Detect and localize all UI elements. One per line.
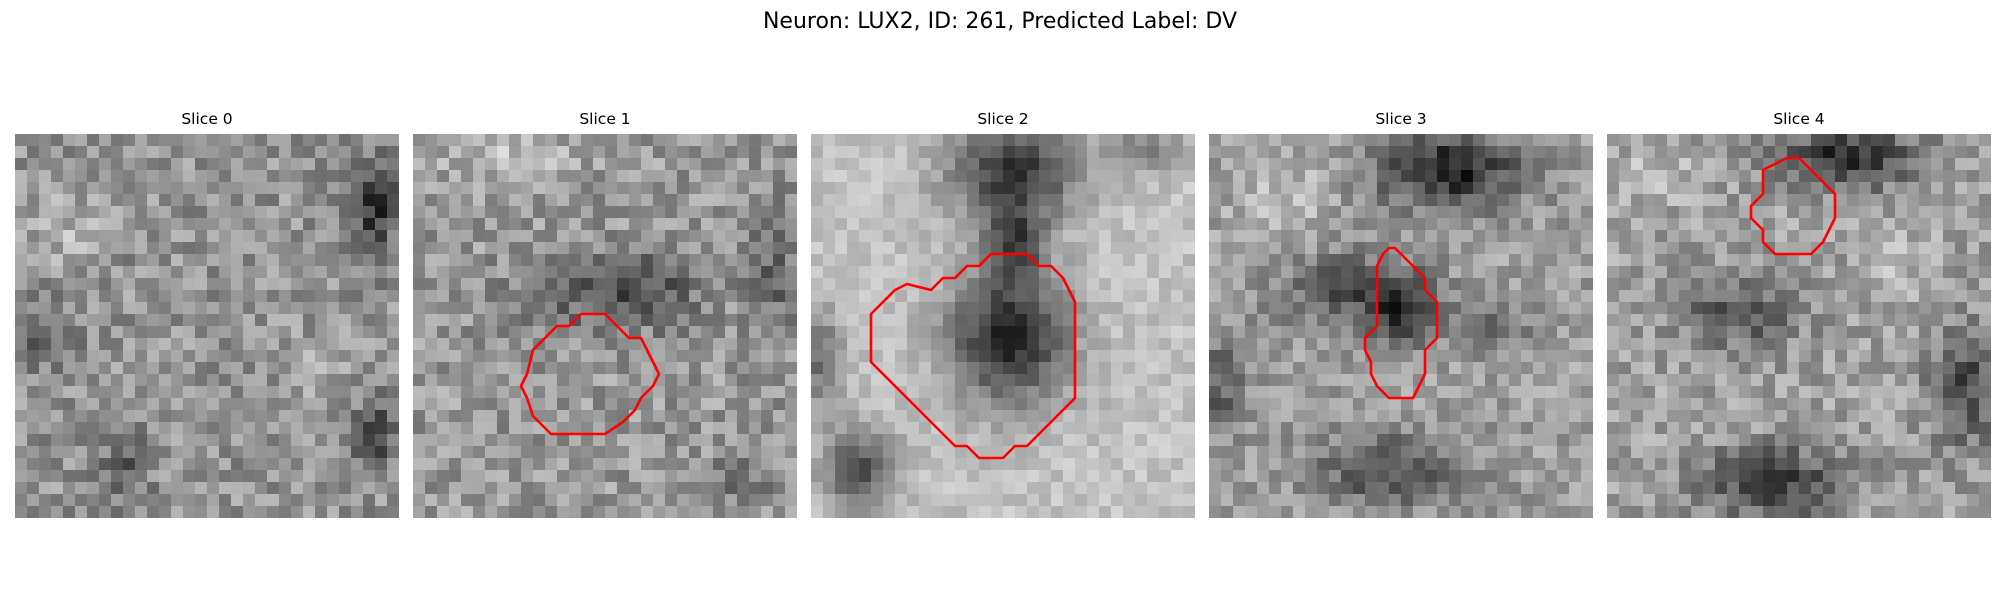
slice-image-1: [413, 134, 797, 518]
roi-contour-1: [519, 312, 661, 436]
slice-panel-2: Slice 2: [811, 108, 1195, 518]
slice-image-3: [1209, 134, 1593, 518]
slice-panel-4: Slice 4: [1607, 108, 1991, 518]
slice-title-1: Slice 1: [579, 110, 631, 128]
slice-image-2: [811, 134, 1195, 518]
slice-panel-1: Slice 1: [413, 108, 797, 518]
roi-contour-3: [1363, 246, 1439, 400]
roi-contour-4: [1749, 156, 1837, 256]
slice-panel-0: Slice 0: [15, 108, 399, 518]
slice-title-2: Slice 2: [977, 110, 1029, 128]
figure-title: Neuron: LUX2, ID: 261, Predicted Label: …: [762, 9, 1238, 34]
slice-title-4: Slice 4: [1773, 110, 1825, 128]
slice-panel-3: Slice 3: [1209, 108, 1593, 518]
slice-title-0: Slice 0: [181, 110, 233, 128]
roi-contour-2: [869, 252, 1077, 460]
slice-title-3: Slice 3: [1375, 110, 1427, 128]
slice-image-0: [15, 134, 399, 518]
slice-image-4: [1607, 134, 1991, 518]
